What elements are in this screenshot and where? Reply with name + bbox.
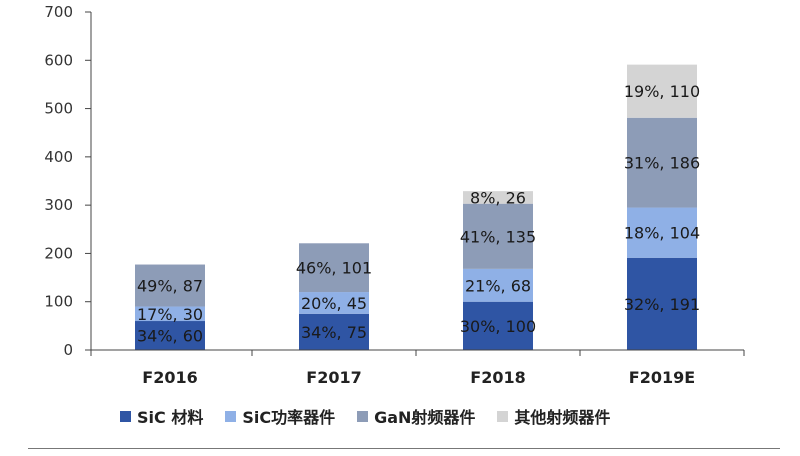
data-labels: 34%, 60 17%, 30 49%, 87 34%, 75 20%, 45 46%, …: [137, 82, 700, 345]
y-tick-label: 200: [44, 244, 73, 262]
data-label: 30%, 100: [460, 317, 536, 336]
x-axis: F2016 F2017 F2018 F2019E: [90, 349, 745, 387]
data-label: 8%, 26: [470, 188, 526, 207]
legend-item-sic-material: SiC 材料: [120, 404, 203, 428]
x-tick-label: F2019E: [629, 368, 695, 387]
data-label: 46%, 101: [296, 259, 372, 278]
bottom-divider: [28, 448, 780, 449]
bar-segment: [627, 207, 697, 258]
legend-label: 其他射频器件: [514, 408, 611, 427]
y-tick-label: 400: [44, 148, 73, 166]
data-label: 34%, 75: [301, 323, 367, 342]
bar-segment: [135, 264, 205, 307]
bar-segment: [627, 117, 697, 208]
y-tick-label: 500: [44, 100, 73, 118]
x-tick-label: F2018: [470, 368, 525, 387]
bar-segment: [299, 313, 369, 350]
bar-segment: [627, 257, 697, 350]
legend-swatch: [120, 410, 131, 422]
data-label: 19%, 110: [624, 82, 700, 101]
legend-label: SiC 材料: [137, 408, 204, 427]
legend-swatch: [357, 410, 369, 422]
legend-label: SiC功率器件: [242, 408, 336, 427]
y-tick-label: 700: [44, 3, 73, 21]
x-tick-label: F2016: [142, 368, 197, 387]
bar-segment: [463, 203, 533, 269]
legend-swatch: [225, 410, 237, 422]
bar-segment: [135, 321, 205, 350]
data-label: 17%, 30: [137, 305, 203, 324]
legend-item-sic-power: SiC功率器件: [225, 404, 335, 428]
bar-segment: [627, 64, 697, 118]
bar-segment: [135, 306, 205, 322]
data-label: 31%, 186: [624, 154, 700, 173]
bar-segment: [299, 292, 369, 314]
bar-segment: [463, 301, 533, 350]
x-tick-label: F2017: [306, 368, 361, 387]
legend: SiC 材料 SiC功率器件 GaN射频器件 其他射频器件: [120, 404, 610, 428]
y-tick-label: 0: [63, 341, 73, 359]
data-label: 18%, 104: [624, 224, 700, 243]
bar-segment: [463, 191, 533, 204]
bars: [135, 64, 697, 350]
bar-segment: [299, 243, 369, 293]
data-label: 41%, 135: [460, 227, 536, 246]
y-axis: 0 100 200 300 400 500 600 700: [44, 3, 92, 359]
data-label: 49%, 87: [137, 277, 203, 296]
data-label: 21%, 68: [465, 276, 531, 295]
y-tick-label: 600: [44, 51, 73, 69]
y-tick-label: 300: [44, 196, 73, 214]
data-label: 32%, 191: [624, 295, 700, 314]
legend-swatch: [497, 410, 509, 422]
y-tick-label: 100: [44, 293, 73, 311]
data-label: 20%, 45: [301, 294, 367, 313]
data-label: 34%, 60: [137, 327, 203, 346]
legend-item-other-rf: 其他射频器件: [497, 404, 610, 428]
bar-segment: [463, 268, 533, 302]
legend-item-gan-rf: GaN射频器件: [357, 404, 475, 428]
legend-label: GaN射频器件: [374, 408, 476, 427]
